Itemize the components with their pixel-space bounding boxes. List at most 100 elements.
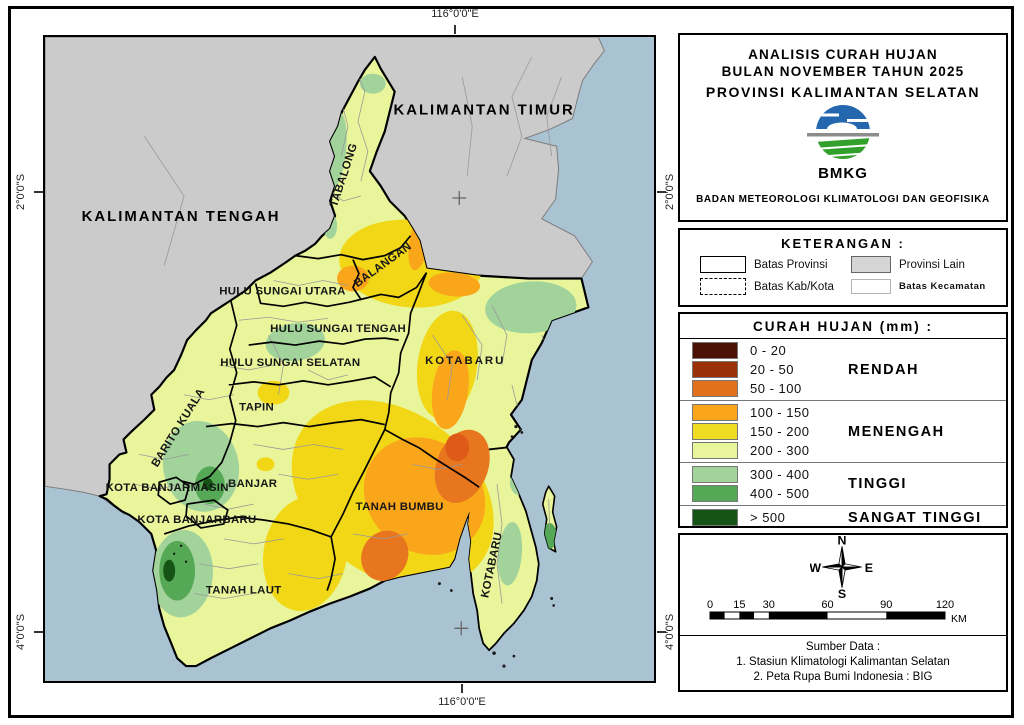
label-tanah-laut: TANAH LAUT	[206, 585, 282, 597]
label-banjar: BANJAR	[228, 478, 277, 490]
kabupaten-boundaries	[157, 235, 480, 591]
range-0-20: 0 - 20	[750, 343, 787, 358]
scale-90: 90	[880, 599, 892, 611]
swatch-batas-provinsi	[700, 256, 746, 273]
range-150-200: 150 - 200	[750, 424, 810, 439]
category-tinggi: TINGGI	[848, 476, 907, 492]
map-title-line2: BULAN NOVEMBER TAHUN 2025	[721, 64, 965, 79]
legend-row: 0 - 20	[692, 341, 1006, 360]
legend-row: 200 - 300	[692, 441, 1006, 460]
legend-group-rendah: 0 - 20 20 - 50 50 - 100 RENDAH	[680, 339, 1006, 400]
compass-e: E	[865, 561, 873, 575]
patch-400-500-tanahlaut	[159, 540, 196, 601]
source-title: Sumber Data :	[805, 641, 881, 653]
swatch-100-150	[692, 404, 738, 421]
label-batas-provinsi: Batas Provinsi	[754, 258, 828, 271]
footer-panel: N S W E 0 15 30 60 90	[678, 533, 1008, 692]
range-400-500: 400 - 500	[750, 486, 810, 501]
patch-150-200-banjar	[256, 457, 275, 472]
range-20-50: 20 - 50	[750, 362, 794, 377]
patch-500-banjar	[202, 478, 213, 491]
kecamatan-lines	[134, 66, 553, 604]
patch-50-100-tanahbumbu-s	[361, 530, 409, 581]
tick-right-4s	[657, 631, 666, 633]
scale-0: 0	[707, 599, 713, 611]
keterangan-row-1: Batas Provinsi Provinsi Lain	[700, 256, 1006, 273]
coord-right-2s: 2°0'0"S	[664, 173, 676, 211]
agency-name: BADAN METEOROLOGI KLIMATOLOGI DAN GEOFIS…	[696, 194, 990, 205]
bmkg-logo: BMKG	[807, 105, 879, 182]
tick-left-2s	[34, 191, 43, 193]
patch-orange-deep-core	[445, 433, 470, 462]
legend-row: > 500	[692, 508, 1006, 527]
coord-bottom: 116°0'0"E	[438, 696, 486, 708]
legend-row: 20 - 50	[692, 360, 1006, 379]
map-title-line3: PROVINSI KALIMANTAN SELATAN	[705, 84, 981, 100]
bmkg-logo-text: BMKG	[818, 165, 868, 182]
label-kota-banjarmasin: KOTA BANJARMASIN	[106, 482, 229, 494]
label-hulu-sungai-tengah: HULU SUNGAI TENGAH	[270, 323, 406, 335]
tick-top	[454, 25, 456, 34]
patch-300-400-north-tip	[359, 73, 386, 94]
coord-left-2s: 2°0'0"S	[15, 173, 27, 211]
label-kalimantan-tengah: KALIMANTAN TENGAH	[82, 209, 281, 225]
swatch-provinsi-lain	[851, 256, 891, 273]
legend-group-sangat-tinggi: > 500 SANGAT TINGGI	[680, 505, 1006, 529]
compass-scale-area: N S W E 0 15 30 60 90	[680, 533, 1006, 635]
label-tanah-bumbu: TANAH BUMBU	[356, 501, 444, 513]
swatch-300-400	[692, 466, 738, 483]
swatch-200-300	[692, 442, 738, 459]
label-kota-banjarbaru: KOTA BANJARBARU	[137, 514, 256, 526]
keterangan-title: KETERANGAN :	[781, 236, 905, 251]
swatch-gt-500	[692, 509, 738, 526]
label-hulu-sungai-selatan: HULU SUNGAI SELATAN	[220, 357, 360, 369]
scale-120: 120	[936, 599, 954, 611]
rainfall-map: KALIMANTAN TIMUR KALIMANTAN TENGAH TABAL…	[45, 37, 654, 681]
tick-bottom	[461, 684, 463, 693]
patch-300-400-pulau-laut	[497, 522, 523, 586]
scale-15: 15	[733, 599, 745, 611]
keterangan-row-2: Batas Kab/Kota Batas Kecamatan	[700, 278, 1006, 295]
range-100-150: 100 - 150	[750, 405, 810, 420]
legend-curah-hujan: CURAH HUJAN (mm) : 0 - 20 20 - 50 50 - 1…	[678, 312, 1008, 528]
swatch-0-20	[692, 342, 738, 359]
compass-s: S	[838, 587, 846, 599]
swatch-batas-kecamatan	[851, 279, 891, 294]
coord-right-4s: 4°0'0"S	[664, 613, 676, 651]
swatch-150-200	[692, 423, 738, 440]
legend-group-tinggi: 300 - 400 400 - 500 TINGGI	[680, 462, 1006, 505]
compass-w: W	[810, 561, 821, 575]
title-panel: ANALISIS CURAH HUJAN BULAN NOVEMBER TAHU…	[678, 33, 1008, 222]
swatch-20-50	[692, 361, 738, 378]
swatch-batas-kabkota	[700, 278, 746, 295]
coord-left-4s: 4°0'0"S	[15, 613, 27, 651]
scale-bar-segments	[709, 611, 946, 620]
range-300-400: 300 - 400	[750, 467, 810, 482]
legend-row: 400 - 500	[692, 484, 1006, 503]
label-kalimantan-timur: KALIMANTAN TIMUR	[394, 103, 575, 119]
legend-row: 100 - 150	[692, 403, 1006, 422]
range-50-100: 50 - 100	[750, 381, 802, 396]
map-canvas: KALIMANTAN TIMUR KALIMANTAN TENGAH TABAL…	[43, 35, 656, 683]
label-provinsi-lain: Provinsi Lain	[899, 258, 965, 271]
islets	[172, 424, 555, 668]
label-tapin: TAPIN	[239, 402, 274, 414]
neighbour-admin-lines	[144, 56, 562, 266]
coord-top: 116°0'0"E	[431, 8, 479, 20]
swatch-50-100	[692, 380, 738, 397]
swatch-400-500	[692, 485, 738, 502]
label-hulu-sungai-utara: HULU SUNGAI UTARA	[219, 285, 345, 297]
range-200-300: 200 - 300	[750, 443, 810, 458]
source-line-2: 2. Peta Rupa Bumi Indonesia : BIG	[753, 671, 933, 683]
label-batas-kecamatan: Batas Kecamatan	[899, 281, 986, 292]
patch-100-150-kotabaru-n	[428, 272, 481, 297]
compass-rose: N S W E	[809, 533, 874, 604]
legend-keterangan: KETERANGAN : Batas Provinsi Provinsi Lai…	[678, 228, 1008, 307]
compass-star	[822, 546, 862, 588]
page-border	[8, 6, 1014, 718]
legend-row: 150 - 200	[692, 422, 1006, 441]
scale-60: 60	[821, 599, 833, 611]
source-line-1: 1. Stasiun Klimatologi Kalimantan Selata…	[736, 656, 950, 668]
scale-30: 30	[763, 599, 775, 611]
label-batas-kabkota: Batas Kab/Kota	[754, 280, 834, 293]
